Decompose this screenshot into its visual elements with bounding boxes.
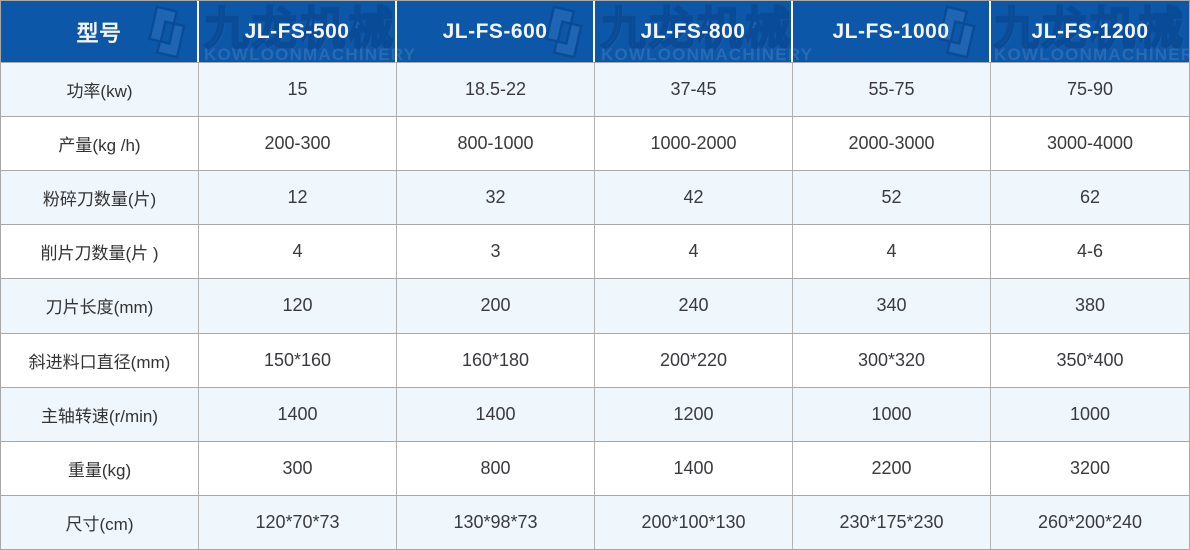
spec-value: 380 xyxy=(1074,295,1106,316)
spec-label: 重量(kg) xyxy=(1,441,199,495)
table-row-power: 功率(kw) 15 18.5-22 37-45 55-75 75-90 xyxy=(1,62,1189,117)
spec-value: 800-1000 xyxy=(397,117,595,171)
spec-value: 160*180 xyxy=(397,333,595,387)
spec-label: 刀片长度(mm) xyxy=(1,279,199,333)
spec-value: 2000-3000 xyxy=(793,117,991,171)
spec-value: 1200 xyxy=(595,387,793,441)
spec-value: 55-75 xyxy=(793,63,991,117)
spec-value: 240 xyxy=(595,279,793,333)
spec-value: 1000 xyxy=(793,387,991,441)
table-row-inlet-diameter: 斜进料口直径(mm) 150*160 160*180 200*220 300*3… xyxy=(1,332,1189,387)
table-row-chipper-blades: 削片刀数量(片 ) 4 3 4 4 4-6 xyxy=(1,224,1189,279)
spec-value: 800 xyxy=(397,441,595,495)
spec-label: 主轴转速(r/min) xyxy=(1,387,199,441)
spec-value: 120*70*73 xyxy=(199,495,397,549)
spec-value: 300 xyxy=(199,441,397,495)
table-body: 功率(kw) 15 18.5-22 37-45 55-75 75-90 产量(k… xyxy=(1,62,1189,549)
spec-value: 3000-4000 xyxy=(1046,133,1134,154)
spec-value: 230*175*230 xyxy=(793,495,991,549)
table-row-weight: 重量(kg) 300 800 1400 2200 3200 xyxy=(1,440,1189,495)
header-model-cell: JL-FS-500 xyxy=(199,1,397,62)
spec-value: 18.5-22 xyxy=(397,63,595,117)
spec-value: 1400 xyxy=(397,387,595,441)
header-row: 型号 JL-FS-500 JL-FS-600 JL-FS-800 JL-FS-1… xyxy=(1,1,1189,62)
spec-label: 尺寸(cm) xyxy=(1,495,199,549)
spec-label: 产量(kg /h) xyxy=(1,117,199,171)
spec-value: 37-45 xyxy=(595,63,793,117)
spec-value: 32 xyxy=(397,171,595,225)
spec-value: 1400 xyxy=(595,441,793,495)
spec-value: 2200 xyxy=(793,441,991,495)
spec-label: 功率(kw) xyxy=(1,63,199,117)
header-model-cell: JL-FS-600 xyxy=(397,1,595,62)
spec-label: 削片刀数量(片 ) xyxy=(1,225,199,279)
spec-value: 340 xyxy=(793,279,991,333)
spec-value: 1000-2000 xyxy=(595,117,793,171)
spec-value: 120 xyxy=(199,279,397,333)
spec-value: 130*98*73 xyxy=(397,495,595,549)
header-model-cell: JL-FS-800 xyxy=(595,1,793,62)
spec-value: 200*220 xyxy=(595,333,793,387)
spec-value: 75-90 xyxy=(1066,79,1114,100)
spec-value: 4-6 xyxy=(1076,241,1103,262)
spec-value: 1400 xyxy=(199,387,397,441)
table-row-crusher-blades: 粉碎刀数量(片) 12 32 42 52 62 xyxy=(1,170,1189,225)
spec-label: 斜进料口直径(mm) xyxy=(1,333,199,387)
table-header: 九龙机械 KOWLOONMACHINERY 九龙机械 KOWLOONMACHIN… xyxy=(1,1,1189,62)
spec-value: 12 xyxy=(199,171,397,225)
spec-value: 4 xyxy=(793,225,991,279)
header-corner-cell: 型号 xyxy=(1,1,199,62)
spec-value: 62 xyxy=(1079,187,1101,208)
table-row-spindle-speed: 主轴转速(r/min) 1400 1400 1200 1000 1000 xyxy=(1,386,1189,441)
spec-value: 3200 xyxy=(1069,457,1111,478)
spec-value: 4 xyxy=(595,225,793,279)
spec-value: 15 xyxy=(199,63,397,117)
header-model-cell: JL-FS-1000 xyxy=(793,1,991,62)
spec-value: 3 xyxy=(397,225,595,279)
spec-value: 200 xyxy=(397,279,595,333)
spec-value: 150*160 xyxy=(199,333,397,387)
spec-value: 350*400 xyxy=(1056,349,1124,370)
spec-value: 200*100*130 xyxy=(595,495,793,549)
spec-value: 4 xyxy=(199,225,397,279)
spec-label: 粉碎刀数量(片) xyxy=(1,171,199,225)
spec-value: 260*200*240 xyxy=(1037,511,1143,532)
table-row-output: 产量(kg /h) 200-300 800-1000 1000-2000 200… xyxy=(1,116,1189,171)
table-row-blade-length: 刀片长度(mm) 120 200 240 340 380 xyxy=(1,278,1189,333)
table-row-dimensions: 尺寸(cm) 120*70*73 130*98*73 200*100*130 2… xyxy=(1,494,1189,549)
spec-value: 200-300 xyxy=(199,117,397,171)
spec-value: 52 xyxy=(793,171,991,225)
header-model-cell: JL-FS-1200 xyxy=(1031,19,1149,43)
spec-value: 42 xyxy=(595,171,793,225)
spec-value: 300*320 xyxy=(793,333,991,387)
spec-value: 1000 xyxy=(1069,403,1111,424)
